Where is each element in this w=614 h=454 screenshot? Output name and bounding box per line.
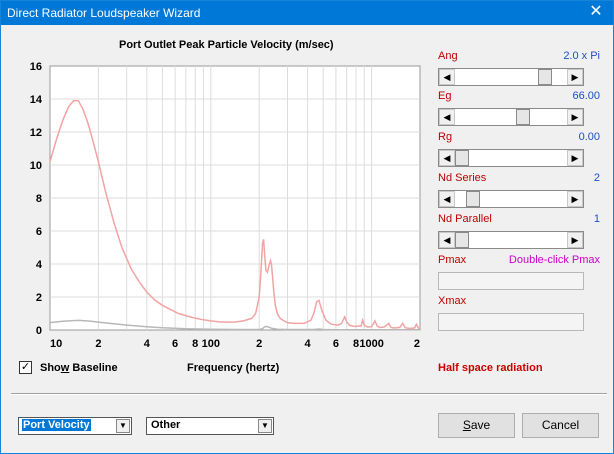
scroll-right-icon[interactable]: ▶	[567, 109, 583, 125]
x-tick-label: 6	[333, 338, 339, 350]
y-tick-label: 12	[30, 127, 42, 139]
slider-thumb[interactable]	[455, 150, 469, 166]
y-tick-label: 10	[30, 160, 42, 172]
chart-title: Port Outlet Peak Particle Velocity (m/se…	[119, 39, 334, 51]
slider-thumb[interactable]	[515, 109, 530, 125]
param-slider[interactable]: ◀ ▶	[438, 149, 584, 167]
param-slider[interactable]: ◀ ▶	[438, 68, 584, 86]
param-label: Xmax	[438, 295, 467, 307]
y-tick-label: 16	[30, 61, 42, 73]
x-tick-label: 10	[50, 338, 62, 350]
scroll-left-icon[interactable]: ◀	[439, 109, 455, 125]
show-baseline-label: Show Baseline	[40, 361, 118, 374]
x-tick-label: 6	[172, 338, 178, 350]
param-label: Rg	[438, 131, 453, 143]
param-value: 1	[593, 213, 600, 225]
window-title: Direct Radiator Loudspeaker Wizard	[7, 6, 201, 20]
x-tick-label: 4	[144, 338, 151, 350]
separator	[11, 393, 607, 395]
slider-thumb[interactable]	[538, 69, 553, 85]
plot-type-value: Port Velocity	[22, 419, 91, 431]
scroll-right-icon[interactable]: ▶	[567, 150, 583, 166]
x-tick-label: 1000	[359, 338, 383, 350]
param-value: 66.00	[572, 90, 600, 102]
param-label: Pmax	[438, 254, 467, 266]
series-line-baseline	[49, 319, 421, 331]
scroll-right-icon[interactable]: ▶	[567, 232, 583, 248]
slider-thumb[interactable]	[455, 232, 469, 248]
param-slider[interactable]: ◀ ▶	[438, 231, 584, 249]
series-line-velocity	[49, 99, 421, 330]
close-button[interactable]: ✕	[589, 3, 603, 20]
x-tick-label: 4	[305, 338, 312, 350]
x-tick-label: 8	[353, 338, 359, 350]
y-tick-label: 14	[30, 94, 43, 106]
title-bar: Direct Radiator Loudspeaker Wizard ✕	[1, 1, 613, 25]
scroll-left-icon[interactable]: ◀	[439, 69, 455, 85]
scroll-right-icon[interactable]: ▶	[567, 191, 583, 207]
param-value: 2.0 x Pi	[563, 50, 600, 62]
scroll-right-icon[interactable]: ▶	[567, 69, 583, 85]
scroll-left-icon[interactable]: ◀	[439, 191, 455, 207]
save-button[interactable]: Save	[438, 413, 515, 438]
param-slider	[438, 313, 584, 331]
y-tick-label: 6	[36, 226, 42, 238]
y-tick-label: 2	[36, 292, 42, 304]
chevron-down-icon[interactable]: ▼	[116, 419, 130, 433]
param-slider[interactable]: ◀ ▶	[438, 108, 584, 126]
show-baseline-checkbox[interactable]: ✓	[19, 361, 32, 374]
x-tick-label: 2	[95, 338, 101, 350]
y-tick-label: 8	[36, 193, 42, 205]
param-label: Nd Parallel	[438, 213, 492, 225]
x-tick-label: 2	[414, 338, 420, 350]
chevron-down-icon[interactable]: ▼	[258, 419, 272, 433]
half-space-radiation-label: Half space radiation	[438, 362, 543, 374]
param-value[interactable]: Double-click Pmax	[508, 254, 600, 266]
param-label: Eg	[438, 90, 452, 102]
x-tick-label: 2	[256, 338, 262, 350]
slider-thumb[interactable]	[465, 191, 480, 207]
param-label: Ang	[438, 50, 458, 62]
scroll-left-icon[interactable]: ◀	[439, 232, 455, 248]
other-dropdown[interactable]: Other ▼	[146, 417, 274, 435]
param-label: Nd Series	[438, 172, 487, 184]
cancel-button[interactable]: Cancel	[522, 413, 599, 438]
scroll-left-icon[interactable]: ◀	[439, 150, 455, 166]
x-tick-label: 8	[192, 338, 198, 350]
x-tick-label: 100	[202, 338, 220, 350]
x-axis-title: Frequency (hertz)	[187, 362, 280, 374]
param-slider[interactable]: ◀ ▶	[438, 190, 584, 208]
other-value: Other	[151, 419, 181, 431]
y-tick-label: 4	[36, 259, 43, 271]
param-slider	[438, 272, 584, 290]
param-value: 0.00	[578, 131, 600, 143]
show-baseline-option[interactable]: ✓ Show Baseline	[19, 361, 118, 374]
param-value: 2	[593, 172, 600, 184]
y-tick-label: 0	[36, 325, 42, 337]
plot-type-dropdown[interactable]: Port Velocity ▼	[18, 417, 132, 435]
